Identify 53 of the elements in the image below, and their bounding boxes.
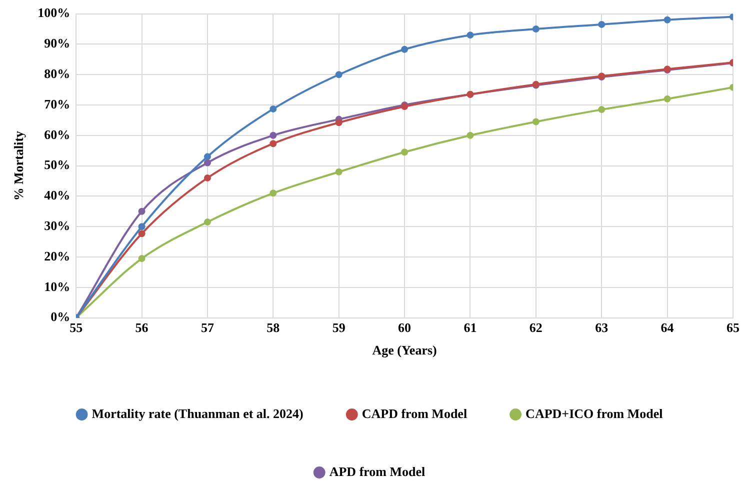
point: [204, 159, 211, 166]
point: [401, 46, 408, 53]
x-tick-label: 65: [726, 320, 740, 335]
point: [598, 20, 606, 28]
point: [466, 32, 474, 39]
x-tick-label: 58: [266, 320, 280, 335]
x-tick-label: 64: [660, 320, 674, 335]
legend-label: APD from Model: [329, 464, 426, 479]
point: [664, 95, 671, 102]
point: [532, 26, 540, 32]
point: [401, 148, 408, 156]
point: [270, 140, 277, 148]
x-tick-label: 61: [464, 320, 477, 335]
point: [270, 132, 277, 139]
x-tick-label: 63: [595, 320, 609, 335]
legend-label: Mortality rate (Thuanman et al. 2024): [92, 406, 304, 421]
x-tick-label: 56: [135, 320, 149, 335]
point: [138, 208, 146, 215]
y-tick-label: 40%: [44, 188, 70, 203]
legend-label: CAPD+ICO from Model: [526, 406, 664, 421]
x-tick-label: 57: [200, 320, 214, 335]
y-tick-label: 20%: [44, 248, 70, 264]
y-tick-label: 50%: [44, 157, 70, 172]
y-tick-label: 80%: [44, 66, 70, 81]
point: [138, 255, 146, 262]
y-tick-label: 10%: [44, 278, 70, 294]
y-tick-label: 60%: [44, 126, 70, 142]
x-axis-title: Age (Years): [372, 342, 437, 358]
y-axis-title: % Mortality: [11, 130, 26, 201]
point: [270, 105, 277, 112]
point: [335, 119, 342, 126]
point: [204, 174, 211, 182]
point: [598, 106, 606, 114]
y-tick-label: 90%: [44, 36, 70, 51]
point: [466, 132, 474, 139]
x-tick-label: 60: [398, 320, 412, 335]
point: [270, 190, 277, 197]
point: [204, 218, 211, 226]
x-tick-label: 55: [70, 320, 84, 335]
y-tick-label: 100%: [38, 5, 70, 20]
point: [532, 118, 540, 126]
point: [138, 230, 146, 238]
point: [335, 168, 342, 176]
x-tick-label: 62: [529, 320, 542, 335]
point: [204, 153, 211, 160]
point: [664, 16, 671, 24]
point: [335, 71, 342, 78]
y-tick-label: 70%: [44, 96, 70, 112]
x-tick-label: 59: [332, 320, 346, 335]
y-tick-label: 0%: [50, 309, 70, 324]
y-tick-label: 30%: [44, 218, 70, 233]
legend-label: CAPD from Model: [362, 406, 468, 421]
point: [138, 223, 146, 230]
